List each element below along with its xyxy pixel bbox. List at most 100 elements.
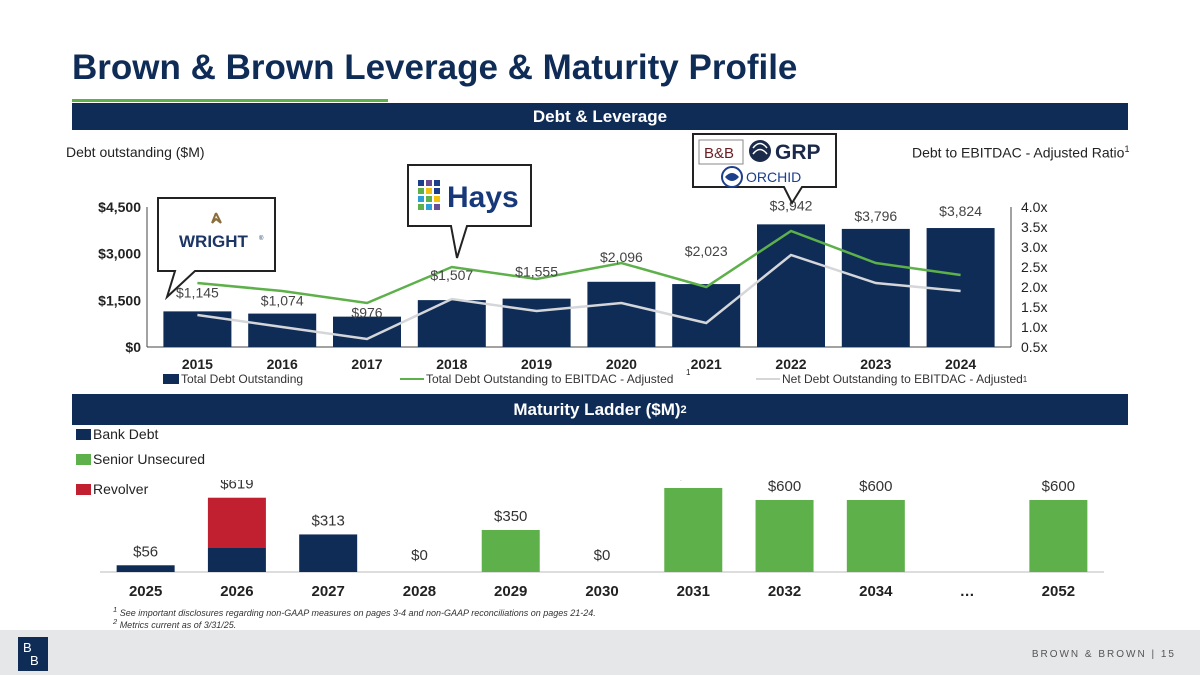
legend-label-revolver: Revolver [93, 481, 149, 497]
legend-swatch-senior-unsecured [76, 453, 91, 465]
right-axis-tick-label: 3.5x [1021, 219, 1047, 235]
footnote-1-text: See important disclosures regarding non-… [119, 608, 596, 618]
legend-label-total-debt-ratio: Total Debt Outstanding to EBITDAC - Adju… [426, 372, 674, 386]
debt-bar [841, 228, 910, 347]
legend-item-total-debt-ratio: Total Debt Outstanding to EBITDAC - Adju… [400, 372, 673, 386]
maturity-bar-senior-unsecured [1029, 500, 1088, 572]
debt-bar-value-label: $1,555 [515, 264, 558, 280]
x-axis-tick-label: 2020 [606, 356, 637, 372]
grp-callout: B&B GRP ORCHID [692, 133, 837, 206]
maturity-total-label: $600 [859, 480, 892, 495]
debt-bar-value-label: $1,074 [261, 293, 304, 309]
footer-page-info: BROWN & BROWN | 15 [1032, 649, 1176, 660]
x-axis-tick-label: 2019 [521, 356, 552, 372]
x-axis-tick-label: 2017 [351, 356, 382, 372]
debt-bar-value-label: $3,942 [770, 197, 813, 213]
footnote-2-text: Metrics current as of 3/31/25. [119, 620, 237, 630]
legend-swatch-total-debt [163, 374, 179, 384]
hays-callout: Hays [407, 164, 532, 259]
maturity-total-label: $313 [311, 512, 344, 529]
maturity-x-axis-tick-label: … [960, 583, 975, 600]
debt-bar-value-label: $2,023 [685, 243, 728, 259]
maturity-x-axis-tick-label: 2034 [859, 583, 893, 600]
debt-bar [757, 224, 825, 347]
legend-swatch-bank-debt [76, 428, 91, 440]
legend-item-senior-unsecured: Senior Unsecured [76, 451, 205, 467]
wright-logo-mark [211, 212, 222, 224]
wright-callout: WRIGHT ® [157, 197, 276, 300]
maturity-total-label: $350 [494, 508, 527, 525]
bb-logo-frame [698, 139, 744, 165]
legend-line-total-debt-ratio [400, 378, 424, 380]
maturity-bar-senior-unsecured [481, 530, 540, 572]
x-axis-tick-label: 2021 [691, 356, 722, 372]
maturity-ladder-banner-text: Maturity Ladder ($M) [513, 399, 681, 419]
footer-company: BROWN & BROWN [1031, 649, 1147, 660]
footer-separator: | [1151, 649, 1157, 660]
maturity-x-axis-tick-label: 2028 [403, 583, 436, 600]
maturity-bar-bank-debt [207, 548, 266, 572]
left-axis-tick-label: $3,000 [98, 246, 141, 262]
debt-bar-value-label: $2,096 [600, 249, 643, 265]
legend-sup-net-debt-ratio: 1 [1022, 374, 1028, 384]
debt-bar-value-label: $1,507 [430, 267, 473, 283]
maturity-bar-senior-unsecured [664, 488, 723, 572]
right-axis-tick-label: 2.0x [1021, 279, 1047, 295]
x-axis-tick-label: 2023 [860, 356, 891, 372]
maturity-total-label: $600 [768, 480, 801, 495]
legend-label-net-debt-ratio: Net Debt Outstanding to EBITDAC - Adjust… [782, 372, 1023, 386]
orchid-logo-text: ORCHID [746, 169, 801, 185]
maturity-total-label: $56 [133, 543, 158, 560]
hays-logo-text: Hays [447, 181, 519, 214]
left-axis-tick-label: $0 [125, 339, 141, 355]
grp-logo-text: GRP [775, 141, 821, 164]
orchid-logo-mark [721, 166, 743, 188]
maturity-total-label: $0 [594, 547, 611, 564]
net-debt-ratio-line [197, 253, 961, 341]
x-axis-tick-label: 2015 [182, 356, 213, 372]
legend-item-net-debt-ratio: Net Debt Outstanding to EBITDAC - Adjust… [756, 372, 1027, 386]
debt-bar-value-label: $1,145 [176, 284, 219, 300]
legend-label-bank-debt: Bank Debt [93, 426, 159, 442]
right-axis-tick-label: 4.0x [1021, 199, 1047, 215]
left-axis-tick-label: $4,500 [98, 199, 141, 215]
debt-bar [587, 281, 656, 347]
debt-leverage-banner-text: Debt & Leverage [532, 106, 668, 126]
right-axis-tick-label: 2.5x [1021, 259, 1047, 275]
legend-item-bank-debt: Bank Debt [76, 426, 158, 442]
maturity-bar-senior-unsecured [755, 500, 814, 572]
left-axis-title: Debt outstanding ($M) [66, 144, 205, 160]
footnote-1: 1 See important disclosures regarding no… [113, 605, 596, 618]
title-accent-rule [72, 99, 388, 102]
right-axis-title: Debt to EBITDAC - Adjusted Ratio1 [912, 144, 1129, 161]
legend-item-revolver: Revolver [76, 481, 148, 497]
debt-bar [926, 228, 995, 347]
x-axis-tick-label: 2024 [945, 356, 976, 372]
debt-bar-value-label: $3,824 [939, 203, 982, 219]
maturity-x-axis-tick-label: 2052 [1042, 583, 1075, 600]
debt-bar [502, 298, 571, 347]
maturity-ladder-banner-sup: 2 [680, 403, 687, 416]
svg-text:B: B [30, 653, 39, 668]
legend-item-total-debt: Total Debt Outstanding [163, 372, 303, 386]
maturity-bar-bank-debt [116, 565, 175, 572]
bb-logo-text: B&B [704, 145, 734, 162]
x-axis-tick-label: 2022 [775, 356, 806, 372]
debt-bar [417, 300, 486, 347]
legend-sup-total-debt-ratio: 1 [686, 368, 691, 377]
right-axis-tick-label: 0.5x [1021, 339, 1047, 355]
debt-bar-value-label: $976 [351, 305, 382, 321]
maturity-x-axis-tick-label: 2025 [129, 583, 162, 600]
x-axis-tick-label: 2016 [267, 356, 298, 372]
debt-bar [163, 311, 232, 347]
left-axis-tick-label: $1,500 [98, 292, 141, 308]
maturity-x-axis-tick-label: 2032 [768, 583, 801, 600]
maturity-total-label: $619 [220, 480, 253, 493]
x-axis-tick-label: 2018 [436, 356, 467, 372]
debt-leverage-chart: $0 $1,500 $3,000 $4,500 0.5x 1.0x 1.5x 2.0x 2.5x… [98, 197, 1047, 372]
maturity-bar-senior-unsecured [846, 500, 905, 572]
footer-band [0, 630, 1200, 675]
maturity-total-label: $600 [1042, 480, 1075, 495]
right-axis-tick-label: 1.5x [1021, 299, 1047, 315]
debt-bar [333, 316, 401, 347]
